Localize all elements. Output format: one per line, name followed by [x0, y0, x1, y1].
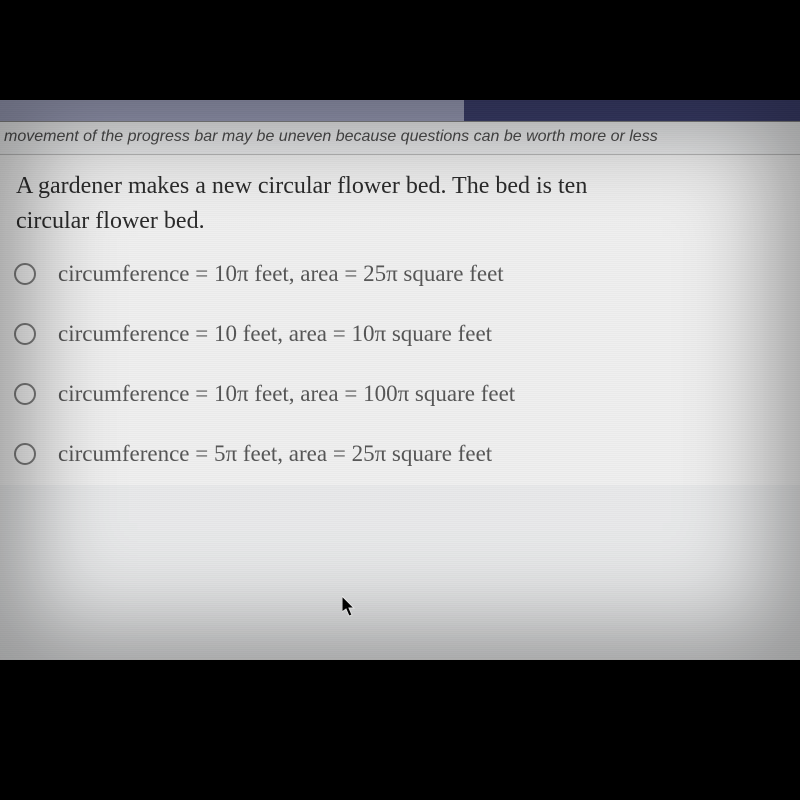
question-line-2: circular flower bed.	[16, 204, 792, 239]
radio-icon[interactable]	[14, 383, 36, 405]
option-text-3: circumference = 5π feet, area = 25π squa…	[58, 441, 492, 467]
option-row-3[interactable]: circumference = 5π feet, area = 25π squa…	[14, 441, 792, 467]
radio-icon[interactable]	[14, 263, 36, 285]
option-text-0: circumference = 10π feet, area = 25π squ…	[58, 261, 504, 287]
option-row-1[interactable]: circumference = 10 feet, area = 10π squa…	[14, 321, 792, 347]
question-block: A gardener makes a new circular flower b…	[0, 155, 800, 243]
cursor-icon	[342, 596, 358, 618]
options-block: circumference = 10π feet, area = 25π squ…	[0, 243, 800, 485]
outer-frame: movement of the progress bar may be unev…	[0, 0, 800, 800]
progress-bar	[0, 100, 800, 122]
option-row-0[interactable]: circumference = 10π feet, area = 25π squ…	[14, 261, 792, 287]
radio-icon[interactable]	[14, 443, 36, 465]
screenshot-region: movement of the progress bar may be unev…	[0, 100, 800, 660]
question-line-1: A gardener makes a new circular flower b…	[16, 169, 792, 204]
option-row-2[interactable]: circumference = 10π feet, area = 100π sq…	[14, 381, 792, 407]
option-text-2: circumference = 10π feet, area = 100π sq…	[58, 381, 515, 407]
option-text-1: circumference = 10 feet, area = 10π squa…	[58, 321, 492, 347]
progress-fill	[0, 100, 464, 121]
radio-icon[interactable]	[14, 323, 36, 345]
hint-text: movement of the progress bar may be unev…	[4, 128, 658, 145]
hint-row: movement of the progress bar may be unev…	[0, 122, 800, 155]
